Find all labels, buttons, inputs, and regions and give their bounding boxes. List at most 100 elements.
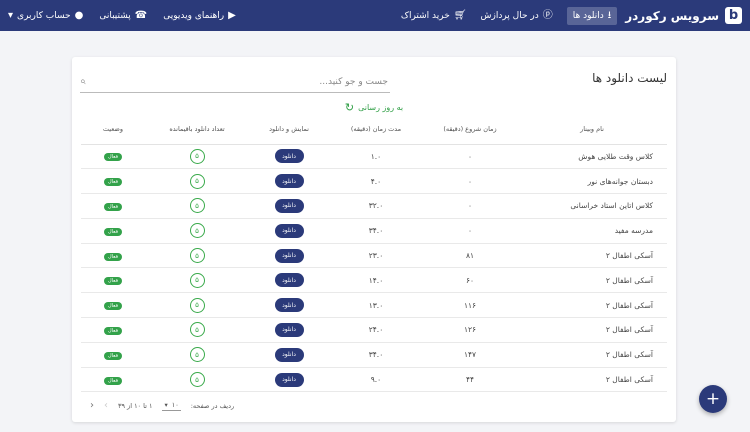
col-start-time[interactable]: زمان شروع (دقیقه) bbox=[423, 114, 517, 145]
cell-duration: ۳۴.۰ bbox=[329, 218, 423, 244]
phone-icon: ☎ bbox=[134, 9, 148, 21]
add-button[interactable]: + bbox=[699, 385, 727, 413]
processing-icon: ⓟ bbox=[542, 9, 553, 21]
remaining-count: ۵ bbox=[189, 272, 205, 288]
top-navbar: b سرویس رکوردر ⭳ دانلود ها ⓟ در حال پردا… bbox=[0, 0, 750, 31]
download-button[interactable]: دانلود bbox=[274, 273, 304, 288]
status-badge: فعال bbox=[104, 178, 122, 187]
table-row: آسکی اطفال ۲ ۱۲۶ ۲۴.۰ دانلود ۵ فعال bbox=[81, 317, 667, 343]
download-button[interactable]: دانلود bbox=[274, 198, 304, 213]
status-badge: فعال bbox=[104, 227, 122, 236]
table-row: آسکی اطفال ۲ ۴۴ ۹.۰ دانلود ۵ فعال bbox=[81, 367, 667, 393]
nav-account-label: حساب کاربری bbox=[17, 10, 71, 21]
cell-start: ۱۱۶ bbox=[423, 292, 517, 319]
cell-name: کلاس وقت طلایی هوش bbox=[517, 144, 667, 170]
search-box: ⌕ bbox=[80, 71, 390, 93]
brand-logo: b bbox=[725, 7, 742, 24]
cell-start: ۶۰ bbox=[423, 267, 517, 294]
cell-name: دبستان جوانه‌های نور bbox=[517, 168, 667, 195]
cell-duration: ۹.۰ bbox=[329, 367, 423, 393]
nav-processing[interactable]: ⓟ در حال پردازش bbox=[481, 9, 553, 21]
download-button[interactable]: دانلود bbox=[274, 149, 304, 164]
cell-duration: ۴.۰ bbox=[329, 168, 423, 195]
cell-name: کلاس اتاین استاد خراسانی bbox=[517, 193, 667, 219]
page-title: لیست دانلود ها bbox=[592, 71, 667, 85]
rows-per-page-label: ردیف در صفحه: bbox=[190, 401, 235, 410]
status-badge: فعال bbox=[104, 351, 122, 360]
cell-duration: ۱.۰ bbox=[329, 144, 423, 170]
rows-per-page-value: ۱۰ bbox=[171, 400, 179, 409]
user-icon: ● bbox=[74, 9, 84, 21]
col-remaining-downloads: تعداد دانلود باقیمانده bbox=[145, 114, 249, 145]
nav-subscription-label: خرید اشتراک bbox=[400, 10, 450, 21]
download-button[interactable]: دانلود bbox=[274, 347, 304, 362]
table-row: آسکی اطفال ۲ ۶۰ ۱۴.۰ دانلود ۵ فعال bbox=[81, 267, 667, 294]
rows-per-page-select[interactable]: ۱۰ ▾ bbox=[162, 400, 181, 411]
status-badge: فعال bbox=[104, 153, 122, 162]
next-page-icon[interactable]: ‹ bbox=[90, 400, 94, 411]
col-duration[interactable]: مدت زمان (دقیقه) bbox=[329, 114, 423, 145]
nav-video-guide[interactable]: ▶ راهنمای ویدیویی bbox=[163, 9, 236, 21]
cell-start: ۰ bbox=[423, 193, 517, 219]
cell-name: آسکی اطفال ۲ bbox=[517, 342, 667, 368]
remaining-count: ۵ bbox=[189, 297, 205, 313]
refresh-label: به روز رسانی bbox=[358, 103, 404, 112]
table-row: آسکی اطفال ۲ ۱۴۷ ۳۴.۰ دانلود ۵ فعال bbox=[81, 342, 667, 368]
table-row: مدرسه مفید ۰ ۳۴.۰ دانلود ۵ فعال bbox=[81, 218, 667, 244]
table-row: آسکی اطفال ۲ ۸۱ ۲۳.۰ دانلود ۵ فعال bbox=[81, 243, 667, 269]
cell-name: آسکی اطفال ۲ bbox=[517, 267, 667, 294]
cell-start: ۴۴ bbox=[423, 367, 517, 393]
status-badge: فعال bbox=[104, 202, 122, 211]
download-button[interactable]: دانلود bbox=[274, 174, 304, 189]
cart-icon: 🛒︎ bbox=[453, 9, 467, 21]
brand-name: سرویس رکوردر bbox=[625, 8, 719, 23]
remaining-count: ۵ bbox=[189, 322, 205, 338]
cell-start: ۰ bbox=[423, 144, 517, 170]
cell-name: آسکی اطفال ۲ bbox=[517, 367, 667, 393]
cell-duration: ۲۴.۰ bbox=[329, 317, 423, 343]
brand[interactable]: b سرویس رکوردر bbox=[625, 7, 742, 24]
download-button[interactable]: دانلود bbox=[274, 248, 304, 263]
cell-start: ۰ bbox=[423, 168, 517, 195]
table-row: کلاس اتاین استاد خراسانی ۰ ۳۲.۰ دانلود ۵… bbox=[81, 193, 667, 219]
table-row: آسکی اطفال ۲ ۱۱۶ ۱۳.۰ دانلود ۵ فعال bbox=[81, 292, 667, 319]
cell-duration: ۱۴.۰ bbox=[329, 267, 423, 294]
refresh-button[interactable]: به روز رسانی ↻ bbox=[72, 101, 676, 114]
status-badge: فعال bbox=[104, 376, 122, 385]
page-range: ۱ تا ۱۰ از ۳۹ bbox=[118, 401, 153, 410]
nav-subscription[interactable]: 🛒︎ خرید اشتراک bbox=[400, 9, 467, 21]
remaining-count: ۵ bbox=[189, 347, 205, 363]
remaining-count: ۵ bbox=[189, 173, 205, 189]
download-button[interactable]: دانلود bbox=[274, 298, 304, 313]
download-button[interactable]: دانلود bbox=[274, 372, 304, 387]
cell-duration: ۳۴.۰ bbox=[329, 342, 423, 368]
col-status: وضعیت bbox=[81, 114, 145, 145]
cell-start: ۱۴۷ bbox=[423, 342, 517, 368]
status-badge: فعال bbox=[104, 252, 122, 261]
nav-downloads[interactable]: ⭳ دانلود ها bbox=[566, 6, 618, 25]
prev-page-icon[interactable]: › bbox=[104, 400, 108, 411]
cell-duration: ۲۳.۰ bbox=[329, 243, 423, 269]
nav-support[interactable]: ☎ پشتیبانی bbox=[99, 9, 148, 21]
nav-downloads-label: دانلود ها bbox=[572, 10, 604, 21]
search-icon[interactable]: ⌕ bbox=[80, 76, 86, 87]
caret-down-icon: ▾ bbox=[8, 9, 14, 21]
remaining-count: ۵ bbox=[189, 148, 205, 164]
nav-support-label: پشتیبانی bbox=[99, 10, 131, 21]
nav-account[interactable]: ● حساب کاربری ▾ bbox=[8, 9, 84, 21]
video-icon: ▶ bbox=[228, 9, 236, 21]
pagination: ردیف در صفحه: ۱۰ ▾ ۱ تا ۱۰ از ۳۹ › ‹ bbox=[90, 400, 676, 411]
cell-name: آسکی اطفال ۲ bbox=[517, 317, 667, 343]
refresh-icon: ↻ bbox=[344, 101, 355, 114]
col-webinar-name[interactable]: نام وبینار bbox=[517, 114, 667, 145]
caret-down-icon: ▾ bbox=[164, 400, 168, 409]
download-button[interactable]: دانلود bbox=[274, 322, 304, 337]
search-input[interactable] bbox=[94, 76, 390, 87]
nav-video-guide-label: راهنمای ویدیویی bbox=[163, 10, 225, 21]
status-badge: فعال bbox=[104, 302, 122, 311]
remaining-count: ۵ bbox=[189, 198, 205, 214]
remaining-count: ۵ bbox=[189, 248, 205, 264]
downloads-card: لیست دانلود ها ⌕ به روز رسانی ↻ نام وبین… bbox=[72, 57, 676, 422]
download-button[interactable]: دانلود bbox=[274, 223, 304, 238]
download-icon: ⭳ bbox=[607, 9, 612, 21]
